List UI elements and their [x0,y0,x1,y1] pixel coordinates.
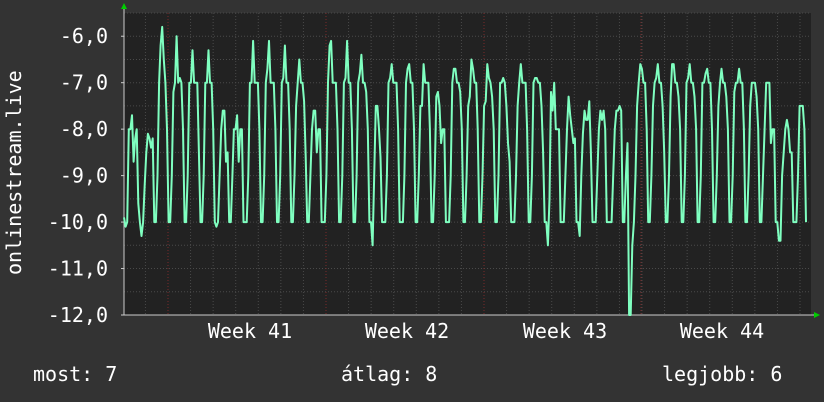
y-axis-arrow [121,3,127,9]
y-tick-label: -7,0 [60,71,108,95]
x-tick-label: Week 42 [365,319,449,343]
x-tick-label: Week 44 [680,319,764,343]
average-value: átlag: 8 [341,362,438,386]
current-value: most: 7 [33,362,118,386]
y-tick-label: -9,0 [60,164,108,188]
best-value: legjobb: 6 [662,362,783,386]
y-tick-label: -11,0 [48,257,108,281]
x-tick-label: Week 41 [208,319,292,343]
series-line [123,25,807,316]
x-axis-arrow [814,312,820,318]
y-tick-label: -10,0 [48,210,108,234]
x-tick-label: Week 43 [523,319,607,343]
y-tick-label: -8,0 [60,117,108,141]
y-tick-label: -12,0 [48,303,108,327]
y-axis-label: onlinestream.live [2,70,26,275]
y-tick-label: -6,0 [60,24,108,48]
